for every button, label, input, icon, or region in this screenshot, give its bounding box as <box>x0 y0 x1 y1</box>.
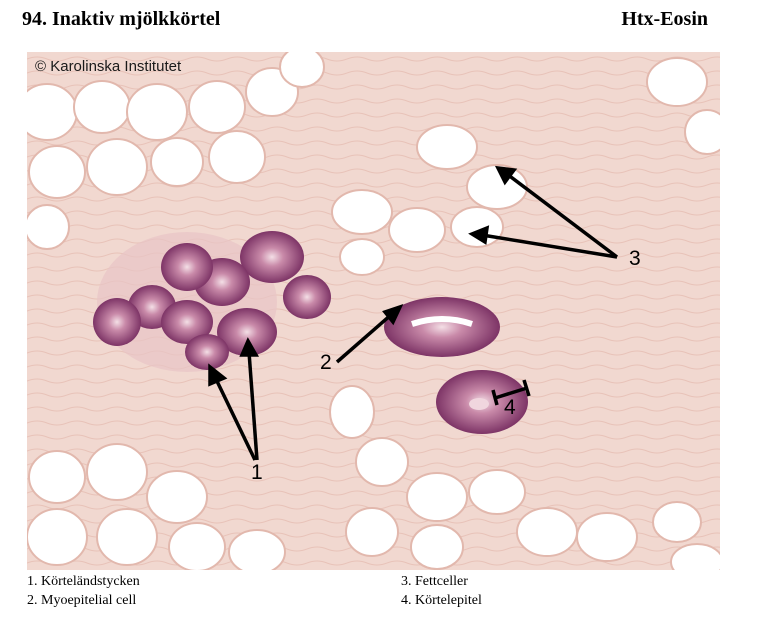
stain-label: Htx-Eosin <box>621 8 708 30</box>
annotation-arrows <box>208 165 619 461</box>
legend-item: 2. Myoepitelial cell <box>27 593 137 608</box>
fat-cells-right <box>331 57 720 276</box>
page-title: 94. Inaktiv mjölkkörtel <box>22 8 221 30</box>
duct-acinus-center <box>384 297 500 357</box>
fat-cells-bottom <box>27 385 720 570</box>
legend-item: 1. Körteländstycken <box>27 574 140 589</box>
fat-cells-top-left <box>27 52 325 250</box>
callout-3: 3 <box>629 247 641 270</box>
micrograph: © Karolinska Institutet 1 2 3 4 <box>27 52 720 570</box>
legend-right: 3. Fettceller 4. Körtelepitel <box>401 572 482 610</box>
legend-item: 3. Fettceller <box>401 574 468 589</box>
callout-2: 2 <box>320 351 332 374</box>
legend-left: 1. Körteländstycken 2. Myoepitelial cell <box>27 572 140 610</box>
callout-1: 1 <box>251 461 263 484</box>
micrograph-illustration <box>27 52 720 570</box>
copyright-text: © Karolinska Institutet <box>35 58 182 75</box>
gland-acini-cluster <box>93 231 331 372</box>
callout-4: 4 <box>504 396 516 419</box>
legend-item: 4. Körtelepitel <box>401 593 482 608</box>
